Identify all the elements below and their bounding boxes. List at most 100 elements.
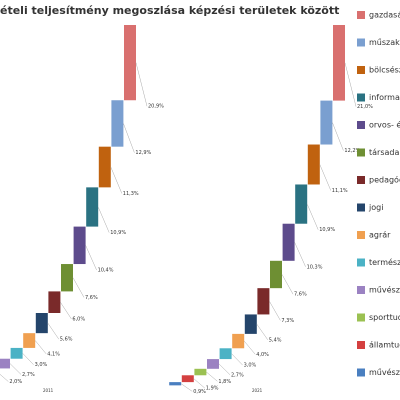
value-label: 3,0%: [35, 362, 48, 368]
legend-swatch: [357, 66, 365, 74]
legend-swatch: [357, 341, 365, 349]
legend-swatch: [357, 286, 365, 294]
legend-label: művésze: [369, 285, 400, 295]
value-label: 2,7%: [22, 372, 35, 378]
leader-line: [344, 62, 357, 107]
leader-line: [9, 363, 22, 375]
leader-line: [135, 62, 148, 107]
value-label: 21,0%: [357, 104, 373, 110]
leader-line: [97, 206, 110, 233]
leader-line: [123, 123, 135, 153]
legend-label: agrár: [369, 231, 391, 240]
legend-swatch: [357, 148, 365, 157]
value-label: 12,9%: [135, 150, 151, 156]
leader-line: [231, 353, 243, 366]
value-label: 6,0%: [72, 317, 85, 323]
legend-swatch: [357, 231, 365, 239]
value-label: 5,6%: [60, 337, 73, 343]
legend-swatch: [357, 313, 365, 322]
legend-label: bölcsésze: [369, 65, 400, 75]
waterfall-bar: [232, 333, 245, 349]
value-label: 12,2%: [344, 148, 360, 154]
panel-label: 2021: [252, 388, 263, 393]
value-label: 4,1%: [47, 351, 60, 357]
waterfall-bar: [10, 347, 23, 359]
legend-label: gazdaság: [369, 11, 400, 20]
panel-label: 2011: [43, 388, 54, 393]
waterfall-bar: [23, 333, 36, 348]
leader-line: [0, 373, 9, 382]
leader-line: [35, 340, 47, 355]
value-label: 11,1%: [332, 188, 348, 194]
value-label: 2,0%: [9, 379, 22, 385]
value-label: 5,4%: [269, 337, 282, 343]
waterfall-bar: [270, 260, 282, 289]
waterfall-bar: [124, 25, 136, 101]
leader-line: [47, 322, 60, 340]
leader-line: [193, 378, 205, 389]
waterfall-bar: [219, 348, 232, 360]
value-label: 4,0%: [256, 352, 269, 358]
value-label: 7,3%: [281, 318, 294, 324]
legend-label: pedagógu: [369, 175, 400, 185]
waterfall-bar: [257, 288, 270, 315]
leader-line: [256, 324, 269, 341]
legend-label: sporttudo: [369, 313, 400, 322]
waterfall-bar: [181, 375, 194, 383]
value-label: 10,4%: [98, 268, 114, 274]
value-label: 11,3%: [123, 191, 139, 197]
leader-line: [332, 122, 344, 151]
legend-swatch: [357, 176, 365, 184]
value-label: 7,6%: [294, 292, 307, 298]
waterfall-bar: [282, 223, 295, 261]
legend-swatch: [357, 203, 365, 212]
value-label: 10,9%: [319, 227, 335, 233]
waterfall-bar: [207, 359, 219, 369]
leader-line: [281, 274, 294, 295]
leader-line: [319, 164, 332, 191]
waterfall-bar: [320, 100, 333, 145]
leader-line: [181, 383, 193, 392]
value-label: 1,9%: [206, 386, 219, 392]
leader-line: [294, 242, 306, 267]
waterfall-bar: [35, 313, 48, 334]
legend-label: informat: [369, 93, 400, 102]
waterfall-bar: [307, 144, 320, 185]
legend-label: jogi: [368, 203, 383, 212]
leader-line: [85, 245, 97, 271]
waterfall-bar: [295, 184, 308, 224]
waterfall-bar: [194, 368, 207, 376]
leader-line: [110, 166, 123, 194]
waterfall-bar: [98, 146, 111, 188]
leader-line: [206, 371, 218, 382]
value-label: 2,7%: [231, 372, 244, 378]
value-label: 1,8%: [218, 379, 231, 385]
legend-swatch: [357, 11, 365, 19]
chart-title: ételi teljesítmény megoszlása képzési te…: [0, 4, 339, 17]
legend-swatch: [357, 258, 365, 267]
waterfall-bar: [86, 187, 99, 227]
legend-label: műszaki: [369, 38, 400, 47]
waterfall-bar: [73, 226, 86, 265]
waterfall-bar: [48, 291, 61, 313]
legend-swatch: [357, 38, 365, 47]
leader-line: [218, 363, 231, 375]
legend-swatch: [357, 368, 365, 377]
waterfall-bar: [111, 100, 124, 147]
waterfall-bar: [61, 264, 73, 292]
waterfall-bar: [244, 314, 257, 334]
waterfall-bar: [169, 382, 182, 386]
value-label: 10,3%: [307, 264, 323, 270]
legend-swatch: [357, 93, 365, 102]
waterfall-bar: [0, 358, 10, 369]
leader-line: [306, 204, 319, 230]
legend-swatch: [357, 121, 365, 129]
waterfall-bar: [333, 25, 345, 101]
value-label: 20,9%: [148, 104, 164, 110]
legend-label: államtud: [369, 341, 400, 350]
leader-line: [269, 301, 281, 321]
value-label: 0,9%: [193, 389, 206, 395]
legend-label: művésze: [369, 367, 400, 377]
legend-label: társadalo: [369, 148, 400, 157]
